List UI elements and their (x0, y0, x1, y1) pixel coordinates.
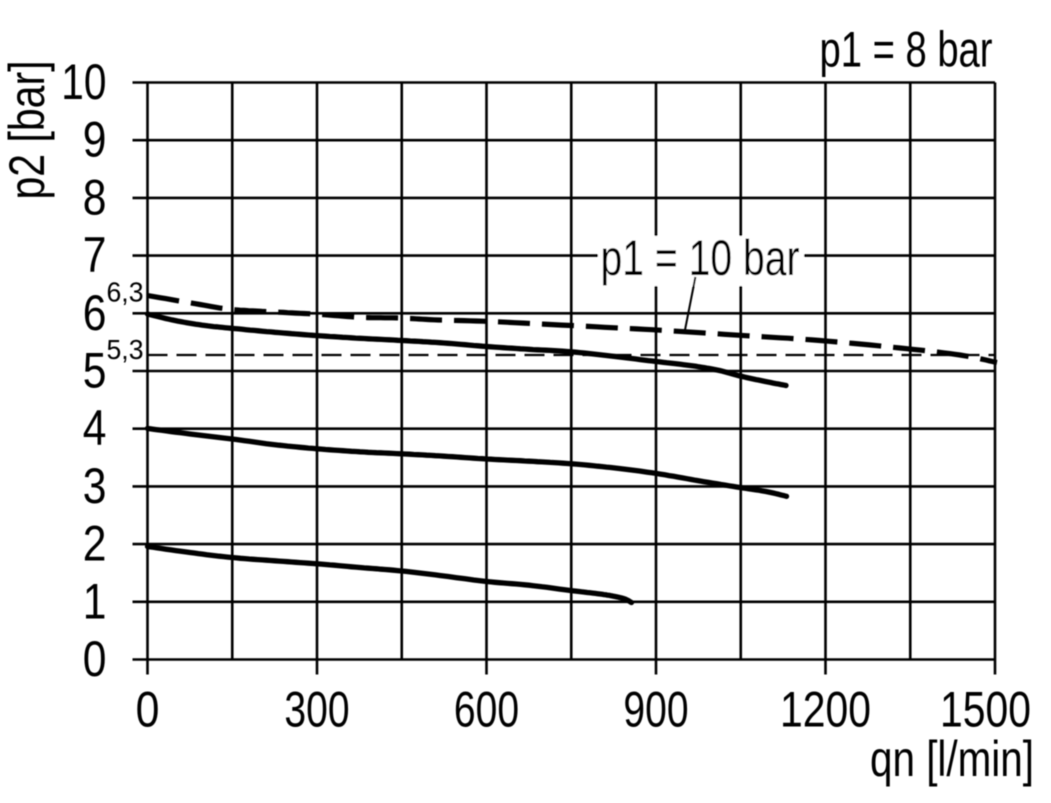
svg-text:1200: 1200 (780, 681, 871, 737)
svg-text:10: 10 (61, 54, 106, 110)
svg-text:0: 0 (136, 681, 160, 737)
svg-text:7: 7 (83, 227, 107, 283)
svg-text:p1 = 10 bar: p1 = 10 bar (601, 230, 800, 286)
svg-text:300: 300 (284, 681, 349, 737)
svg-text:5: 5 (83, 343, 107, 399)
svg-text:6,3: 6,3 (107, 277, 144, 308)
svg-text:5,3: 5,3 (107, 334, 144, 365)
svg-text:3: 3 (83, 458, 107, 514)
svg-text:0: 0 (83, 631, 107, 687)
svg-text:900: 900 (623, 681, 688, 737)
svg-text:2: 2 (83, 516, 107, 572)
svg-text:6: 6 (83, 285, 107, 341)
svg-text:qn [l/min]: qn [l/min] (870, 731, 1034, 787)
svg-text:1500: 1500 (940, 681, 1031, 737)
svg-text:1: 1 (83, 573, 107, 629)
svg-text:600: 600 (454, 681, 519, 737)
svg-text:p2 [bar]: p2 [bar] (0, 61, 55, 200)
svg-text:8: 8 (83, 169, 107, 225)
svg-text:p1 = 8 bar: p1 = 8 bar (820, 22, 993, 78)
svg-text:4: 4 (83, 400, 107, 456)
svg-text:9: 9 (83, 112, 107, 168)
